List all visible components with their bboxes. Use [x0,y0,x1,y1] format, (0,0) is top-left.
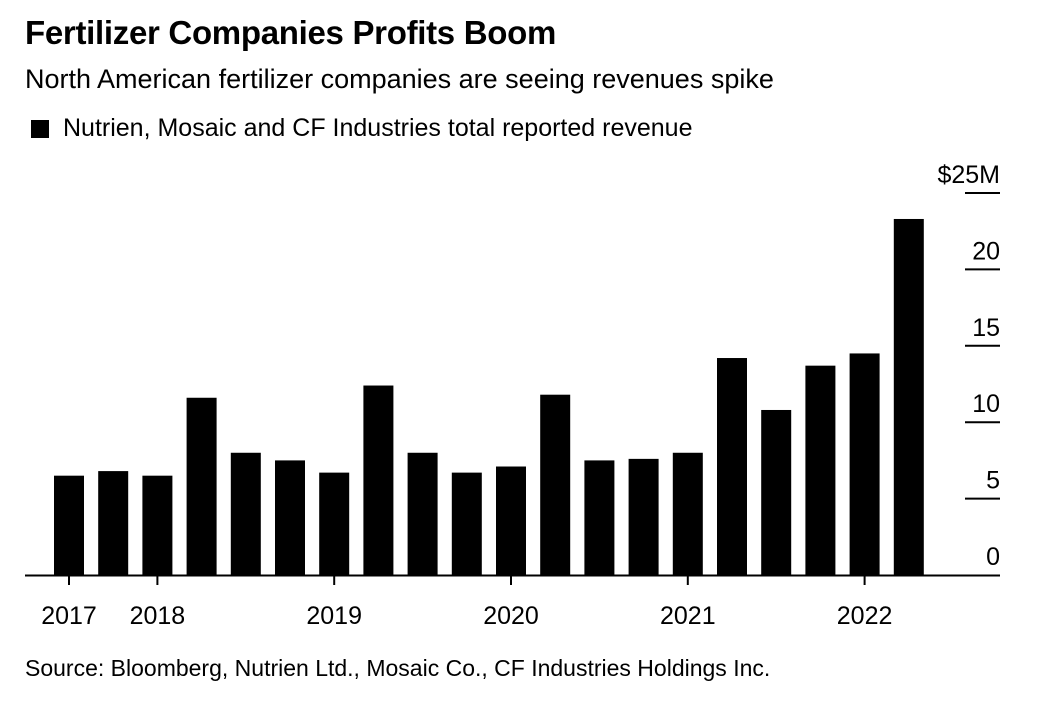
legend-swatch [31,119,49,138]
bar [363,385,394,575]
bar [628,458,659,575]
x-tick-label: 2017 [41,602,97,630]
y-tick-label: 20 [972,237,1000,265]
bar [893,218,924,575]
bar [540,394,571,575]
source-note: Source: Bloomberg, Nutrien Ltd., Mosaic … [25,655,771,681]
chart-title: Fertilizer Companies Profits Boom [25,14,557,51]
y-tick-label: 10 [972,390,1000,418]
bar [849,353,880,575]
bar [496,466,526,575]
bar [54,475,84,575]
legend-label: Nutrien, Mosaic and CF Industries total … [63,114,693,142]
chart-subtitle: North American fertilizer companies are … [25,64,774,94]
bar [142,475,173,575]
x-tick-label: 2022 [837,602,893,630]
y-tick-label: 0 [986,543,1000,571]
x-tick-label: 2021 [660,602,716,630]
bar [186,397,217,575]
y-tick-label: 15 [972,314,1000,342]
legend: Nutrien, Mosaic and CF Industries total … [25,114,692,143]
y-tick-label: 5 [986,467,1000,495]
x-tick-label: 2018 [130,602,186,630]
x-tick-label: 2019 [306,602,362,630]
bar [761,409,792,575]
bar [275,460,305,575]
bar [319,472,350,575]
bar [451,472,482,575]
bar [717,358,747,575]
y-tick-label: $25M [937,161,1000,189]
bar [407,452,438,575]
bar [230,452,261,575]
bar [98,471,129,575]
bar [805,365,836,575]
bar [584,460,615,575]
x-tick-label: 2020 [483,602,539,630]
bar [672,452,703,575]
